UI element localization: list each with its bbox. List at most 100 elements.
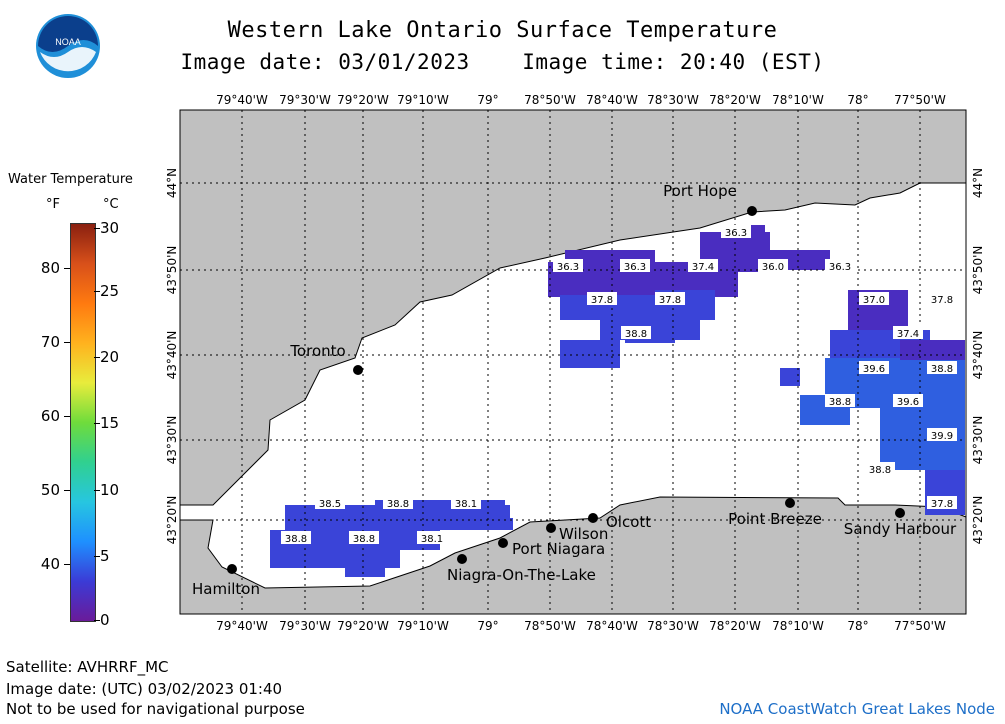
footer-utc-date: Image date: (UTC) 03/02/2023 01:40 bbox=[6, 680, 283, 698]
temperature-label: 38.8 bbox=[625, 329, 647, 340]
temperature-label: 36.3 bbox=[829, 262, 851, 273]
legend-f-tick-mark bbox=[64, 416, 70, 417]
temperature-label-box bbox=[349, 531, 379, 544]
place-label: Port Hope bbox=[663, 182, 737, 200]
longitude-label-bottom: 78°30'W bbox=[647, 619, 699, 633]
latitude-label-right: 43°50'N bbox=[971, 246, 985, 295]
longitude-label-bottom: 78°10'W bbox=[772, 619, 824, 633]
temperature-label-box bbox=[451, 496, 481, 509]
place-label: Point Breeze bbox=[728, 510, 822, 528]
longitude-label-bottom: 79°30'W bbox=[279, 619, 331, 633]
temperature-label-box bbox=[655, 292, 685, 305]
temperature-label: 39.9 bbox=[931, 431, 953, 442]
temperature-label: 38.1 bbox=[421, 534, 443, 545]
sst-pixel-block bbox=[495, 518, 513, 530]
longitude-label-top: 79°30'W bbox=[279, 93, 331, 107]
legend-c-tick-mark bbox=[94, 620, 100, 621]
legend-unit-c: °C bbox=[103, 197, 119, 212]
noaa-logo-text: NOAA bbox=[55, 37, 81, 47]
latitude-label-left: 43°50'N bbox=[165, 246, 179, 295]
legend-f-tick: 70 bbox=[40, 333, 60, 351]
legend-c-tick-mark bbox=[94, 228, 100, 229]
legend-c-tick: 10 bbox=[100, 481, 120, 499]
latitude-label-right: 43°30'N bbox=[971, 416, 985, 465]
noaa-logo: NOAA bbox=[36, 14, 100, 78]
map-subtitle: Image date: 03/01/2023 Image time: 20:40… bbox=[180, 50, 825, 74]
legend-c-tick-mark bbox=[94, 357, 100, 358]
legend-f-tick: 50 bbox=[40, 481, 60, 499]
temperature-label: 36.3 bbox=[725, 228, 747, 239]
legend-f-tick: 60 bbox=[40, 407, 60, 425]
temperature-label: 37.8 bbox=[931, 295, 953, 306]
longitude-label-top: 77°50'W bbox=[894, 93, 946, 107]
temperature-label-box bbox=[865, 462, 895, 475]
temperature-label-box bbox=[825, 259, 855, 272]
temperature-label-box bbox=[721, 225, 751, 238]
temperature-label-box bbox=[825, 394, 855, 407]
legend-c-tick-mark bbox=[94, 423, 100, 424]
legend-title: Water Temperature bbox=[8, 172, 133, 187]
map-title: Western Lake Ontario Surface Temperature bbox=[227, 18, 778, 43]
longitude-label-top: 78°40'W bbox=[586, 93, 638, 107]
latitude-label-right: 43°20'N bbox=[971, 496, 985, 545]
legend-c-tick: 20 bbox=[100, 348, 120, 366]
legend-c-tick: 0 bbox=[100, 611, 110, 629]
latitude-label-right: 43°40'N bbox=[971, 331, 985, 380]
longitude-label-top: 78°20'W bbox=[709, 93, 761, 107]
temperature-label-box bbox=[927, 496, 957, 509]
place-marker bbox=[747, 206, 757, 216]
legend-f-tick-mark bbox=[64, 268, 70, 269]
temperature-label: 38.1 bbox=[455, 499, 477, 510]
temperature-label-box bbox=[927, 428, 957, 441]
legend-c-tick-mark bbox=[94, 556, 100, 557]
temperature-label: 37.4 bbox=[692, 262, 714, 273]
temperature-label: 37.4 bbox=[897, 329, 919, 340]
temperature-label-box bbox=[758, 259, 788, 272]
latitude-label-left: 43°20'N bbox=[165, 496, 179, 545]
longitude-label-top: 79°20'W bbox=[337, 93, 389, 107]
footer-satellite: Satellite: AVHRRF_MC bbox=[6, 658, 169, 676]
temperature-label: 38.8 bbox=[353, 534, 375, 545]
longitude-label-top: 78°50'W bbox=[524, 93, 576, 107]
place-label: Olcott bbox=[606, 513, 651, 531]
temperature-label: 36.0 bbox=[762, 262, 784, 273]
temperature-label-box bbox=[315, 496, 345, 509]
temperature-label: 38.5 bbox=[319, 499, 341, 510]
temperature-label-box bbox=[927, 292, 957, 305]
place-marker bbox=[498, 538, 508, 548]
temperature-label: 39.6 bbox=[863, 364, 885, 375]
temperature-label-box bbox=[281, 531, 311, 544]
temperature-label: 38.8 bbox=[387, 499, 409, 510]
sst-pixel-block bbox=[345, 565, 385, 577]
sst-pixel-block bbox=[560, 340, 620, 368]
place-marker bbox=[785, 498, 795, 508]
latitude-label-left: 43°30'N bbox=[165, 416, 179, 465]
place-marker bbox=[457, 554, 467, 564]
legend-f-tick-mark bbox=[64, 342, 70, 343]
temperature-label-box bbox=[859, 292, 889, 305]
temperature-label-box bbox=[893, 394, 923, 407]
legend-c-tick: 25 bbox=[100, 282, 120, 300]
legend-c-tick: 15 bbox=[100, 414, 120, 432]
sst-pixel-block bbox=[270, 548, 400, 568]
temperature-label-box bbox=[553, 259, 583, 272]
temperature-label-box bbox=[688, 259, 718, 272]
temperature-label: 36.3 bbox=[624, 262, 646, 273]
place-marker bbox=[588, 513, 598, 523]
longitude-label-top: 78° bbox=[847, 93, 868, 107]
legend-f-tick-mark bbox=[64, 490, 70, 491]
temperature-label-box bbox=[927, 361, 957, 374]
temperature-label: 38.8 bbox=[285, 534, 307, 545]
temperature-label: 36.3 bbox=[557, 262, 579, 273]
legend-c-tick-mark bbox=[94, 490, 100, 491]
longitude-label-bottom: 79°20'W bbox=[337, 619, 389, 633]
longitude-label-bottom: 78°40'W bbox=[586, 619, 638, 633]
place-label: Niagra-On-The-Lake bbox=[447, 566, 596, 584]
legend-c-tick: 5 bbox=[100, 547, 110, 565]
longitude-label-top: 79°10'W bbox=[397, 93, 449, 107]
latitude-label-right: 44°N bbox=[971, 168, 985, 198]
legend-f-tick: 80 bbox=[40, 259, 60, 277]
longitude-label-bottom: 77°50'W bbox=[894, 619, 946, 633]
temperature-label: 38.8 bbox=[931, 364, 953, 375]
